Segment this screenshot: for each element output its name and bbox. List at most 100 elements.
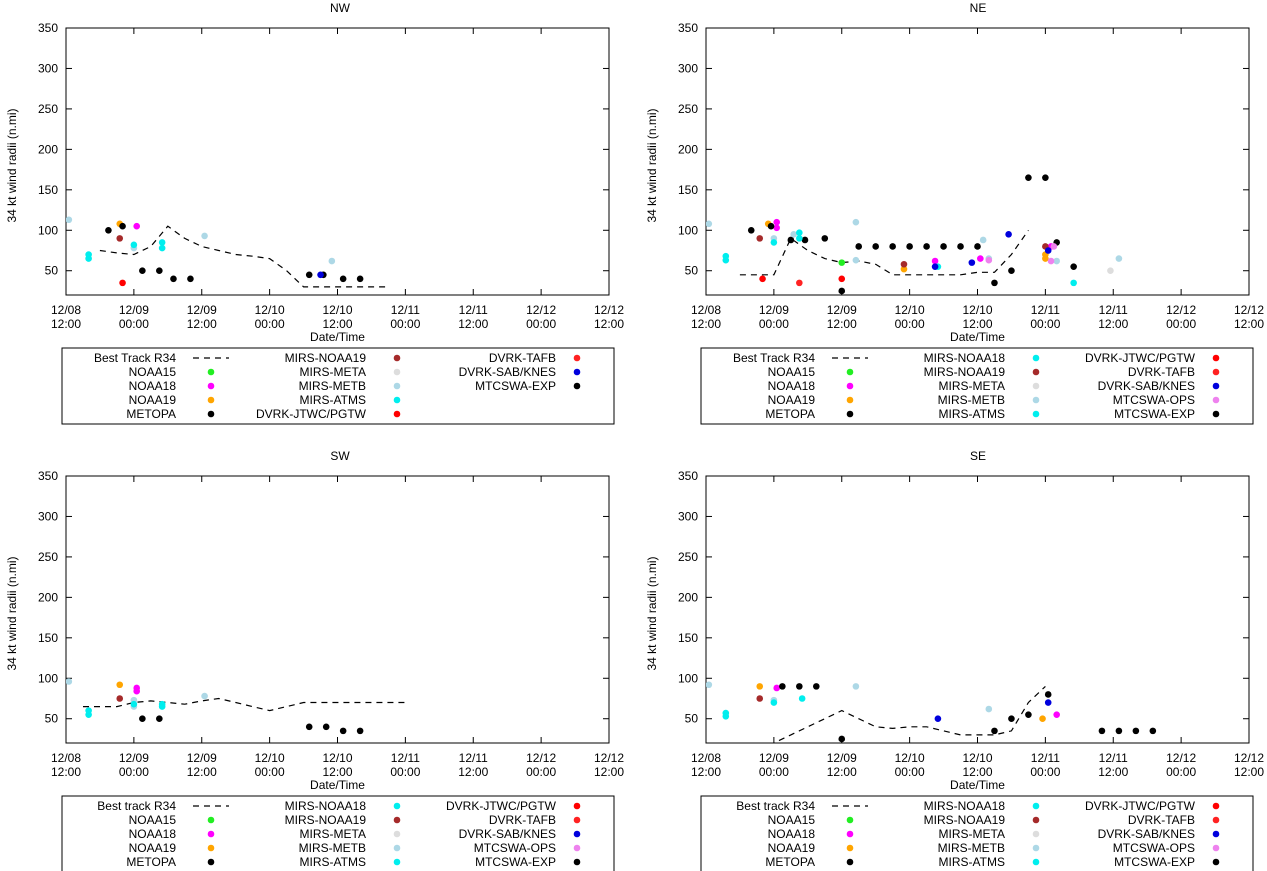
series-dvrk-sab-knes — [934, 699, 1052, 723]
series-noaa18 — [133, 222, 141, 230]
legend-label: MTCSWA-EXP — [1114, 855, 1195, 869]
legend-label: MIRS-META — [300, 827, 366, 841]
x-tick-label: 12/09 — [827, 303, 857, 317]
data-point — [796, 229, 803, 236]
data-point — [900, 265, 908, 273]
legend-marker — [846, 382, 854, 390]
data-point — [1025, 711, 1032, 718]
legend-marker — [1212, 858, 1220, 866]
y-tick-label: 300 — [38, 61, 58, 75]
legend-marker — [1212, 368, 1220, 376]
legend-marker — [573, 816, 581, 824]
legend-marker — [1032, 830, 1040, 838]
x-tick-label: 12:00 — [322, 765, 352, 779]
x-tick-label: 12:00 — [1234, 317, 1264, 331]
data-point — [119, 222, 126, 230]
legend-label: NOAA18 — [129, 379, 177, 393]
data-point — [770, 699, 778, 706]
data-point — [1008, 267, 1015, 275]
data-point — [979, 236, 987, 244]
x-tick-label: 00:00 — [1166, 317, 1196, 331]
legend-marker — [1212, 354, 1220, 362]
x-tick-label: 12/10 — [962, 751, 992, 765]
x-tick-label: 12/11 — [1031, 751, 1060, 765]
data-point — [1149, 727, 1157, 735]
x-tick-label: 12:00 — [458, 317, 488, 331]
series-metopa — [779, 683, 1157, 743]
legend-label: DVRK-JTWC/PGTW — [1085, 351, 1196, 365]
series-noaa15 — [838, 259, 846, 266]
x-tick-label: 12/10 — [322, 303, 352, 317]
legend-marker — [393, 844, 401, 852]
data-point — [1044, 691, 1052, 698]
y-tick-label: 250 — [38, 102, 58, 116]
data-point — [906, 243, 913, 250]
legend-marker — [573, 382, 581, 390]
data-point — [305, 723, 313, 731]
data-point — [139, 715, 146, 723]
legend-label: NOAA15 — [768, 365, 816, 379]
data-point — [931, 257, 939, 265]
y-tick-label: 350 — [678, 21, 698, 35]
data-point — [796, 235, 803, 242]
plot-frame — [705, 475, 1250, 744]
data-point — [116, 235, 124, 242]
data-point — [790, 231, 797, 238]
data-point — [1042, 174, 1049, 181]
y-tick-label: 300 — [678, 61, 698, 75]
data-point — [1070, 263, 1077, 270]
data-point — [1098, 727, 1106, 735]
x-tick-label: 12:00 — [962, 765, 992, 779]
legend-marker — [1032, 802, 1040, 810]
legend-marker — [1032, 410, 1040, 418]
legend-marker — [207, 844, 215, 852]
data-point — [139, 267, 146, 275]
data-point — [1053, 257, 1060, 265]
x-tick-label: 12/12 — [1234, 303, 1264, 317]
data-point — [1053, 711, 1060, 718]
legend-label: DVRK-JTWC/PGTW — [256, 407, 367, 421]
legend-marker — [1032, 858, 1040, 866]
x-tick-label: 00:00 — [1166, 765, 1196, 779]
x-tick-label: 00:00 — [1030, 765, 1060, 779]
legend-marker — [207, 410, 215, 418]
data-point — [872, 243, 879, 250]
legend-label: MTCSWA-OPS — [1113, 841, 1195, 855]
x-tick-label: 12:00 — [827, 317, 857, 331]
data-point — [339, 275, 347, 283]
legend-label: NOAA15 — [129, 813, 177, 827]
x-tick-label: 00:00 — [759, 317, 789, 331]
x-tick-label: 00:00 — [895, 765, 925, 779]
legend-marker — [393, 354, 401, 362]
legend-marker — [393, 368, 401, 376]
data-point — [116, 681, 124, 689]
legend-label: METOPA — [765, 407, 815, 421]
x-tick-label: 00:00 — [526, 317, 556, 331]
data-point — [940, 243, 947, 250]
data-point — [838, 275, 846, 283]
legend-marker — [1212, 396, 1220, 404]
legend-label: MIRS-ATMS — [300, 855, 366, 869]
legend-marker — [573, 368, 581, 376]
data-point — [158, 239, 166, 246]
legend-label: DVRK-JTWC/PGTW — [446, 799, 557, 813]
x-tick-label: 00:00 — [119, 765, 149, 779]
legend-label: MIRS-META — [300, 365, 366, 379]
y-tick-label: 100 — [678, 223, 698, 237]
data-point — [170, 275, 177, 283]
data-point — [158, 703, 166, 710]
x-tick-label: 12/09 — [119, 751, 149, 765]
data-point — [706, 681, 713, 689]
data-point — [322, 723, 330, 731]
plot-frame — [65, 27, 610, 296]
legend-box — [700, 795, 1254, 871]
x-tick-label: 12/10 — [255, 751, 285, 765]
series-mirs-noaa19 — [756, 695, 764, 702]
legend-label: DVRK-TAFB — [1128, 365, 1195, 379]
legend-label: MTCSWA-EXP — [475, 855, 556, 869]
data-point — [838, 735, 846, 743]
y-tick-label: 350 — [38, 469, 58, 483]
x-tick-label: 12/09 — [119, 303, 149, 317]
data-point — [201, 232, 208, 240]
